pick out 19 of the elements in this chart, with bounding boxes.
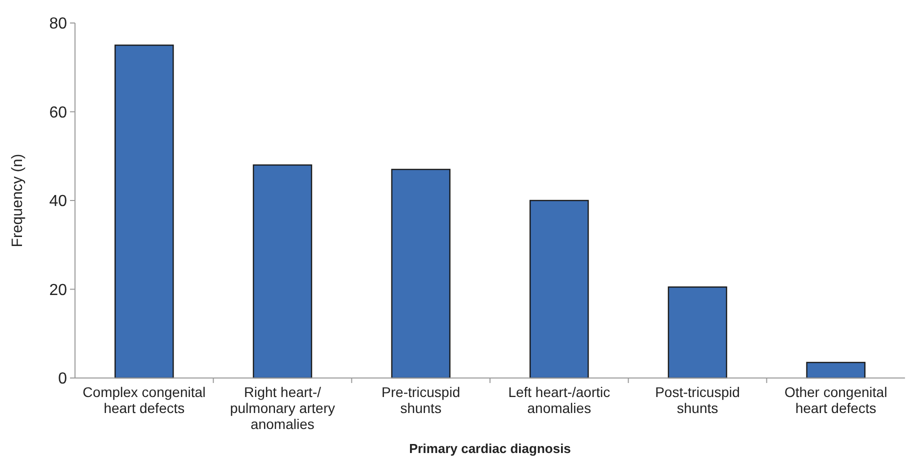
bar	[391, 168, 450, 379]
bar	[668, 286, 728, 379]
x-tick-label: Post-tricuspid shunts	[655, 384, 740, 416]
y-tick-label: 60	[49, 104, 68, 122]
y-tick-label: 0	[58, 370, 68, 388]
x-tick-label: Other congenital heart defects	[784, 384, 888, 416]
bar	[114, 44, 174, 379]
y-tick-label: 40	[49, 193, 68, 210]
y-axis-title: Frequency (n)	[9, 154, 26, 248]
x-axis-title: Primary cardiac diagnosis	[409, 441, 571, 456]
y-tick-label: 20	[49, 282, 68, 299]
y-tick-label: 80	[49, 16, 68, 33]
x-tick-label: Right heart-/ pulmonary artery anomalies	[230, 384, 336, 432]
bar	[806, 362, 866, 379]
x-tick-label: Pre-tricuspid shunts	[382, 384, 460, 416]
bar	[252, 164, 312, 379]
x-tick-label: Left heart-/aortic anomalies	[508, 384, 610, 416]
bar	[530, 200, 589, 379]
x-tick-label: Complex congenital heart defects	[82, 384, 206, 416]
